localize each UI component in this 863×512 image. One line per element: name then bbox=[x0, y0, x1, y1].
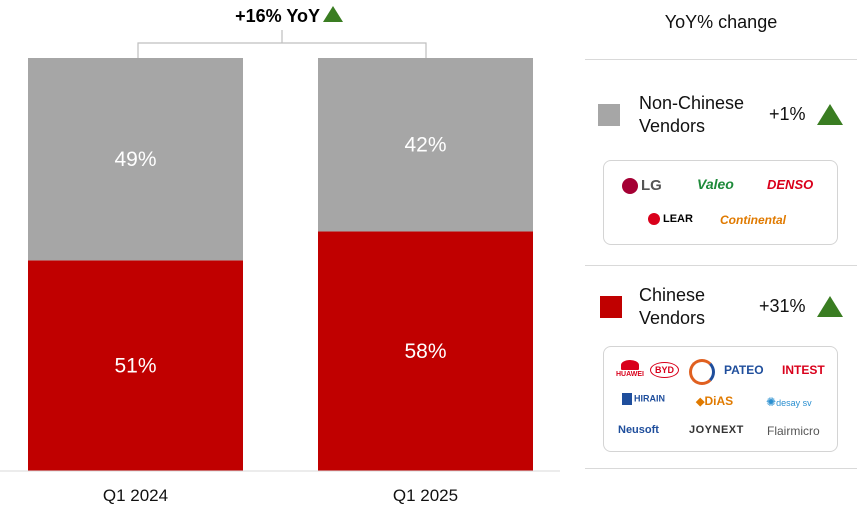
legend-label-chinese: Chinese Vendors bbox=[639, 285, 706, 328]
logo-lear: LEAR bbox=[648, 213, 693, 226]
logo-continental: Continental bbox=[720, 213, 786, 227]
chinese-logos: HUAWEI BYD PATEO INTEST HIRAIN ◆DiAS ✺de… bbox=[603, 346, 838, 452]
logo-neusoft: Neusoft bbox=[618, 424, 659, 436]
yoy-bracket bbox=[137, 30, 427, 58]
non-chinese-logos: LG Valeo DENSO LEAR Continental bbox=[603, 160, 838, 245]
logo-lg: LG bbox=[622, 177, 662, 195]
yoy-annotation: +16% YoY bbox=[235, 6, 320, 26]
logo-valeo: Valeo bbox=[697, 176, 734, 192]
legend-change-chinese: +31% bbox=[759, 296, 806, 316]
logo-pateo: PATEO bbox=[724, 363, 764, 377]
legend-divider bbox=[585, 265, 857, 266]
legend-label-non-chinese: Non-Chinese Vendors bbox=[639, 93, 745, 136]
bar-segment-chinese bbox=[28, 260, 243, 471]
legend-divider bbox=[585, 468, 857, 469]
logo-byd: BYD bbox=[650, 362, 680, 378]
logo-dias: ◆DiAS bbox=[696, 394, 734, 408]
data-label: 42% bbox=[404, 134, 446, 157]
bar-segment-non-chinese bbox=[28, 58, 243, 261]
logo-intest: INTEST bbox=[782, 363, 825, 377]
logo-hirain: HIRAIN bbox=[622, 393, 665, 405]
bar-segment-chinese bbox=[318, 231, 533, 471]
stacked-bar-chart: 51% 49% 58% 42% Q1 2024 Q1 2025 +16% YoY bbox=[0, 6, 560, 505]
logo-denso: DENSO bbox=[767, 177, 814, 192]
logo-huawei: HUAWEI bbox=[616, 360, 644, 378]
data-label: 49% bbox=[114, 148, 156, 171]
logo-swirl bbox=[689, 359, 715, 385]
legend-swatch-non-chinese bbox=[598, 104, 620, 126]
logo-desay: ✺desay sv bbox=[766, 395, 812, 409]
up-triangle-icon bbox=[817, 104, 843, 125]
logo-flairmicro: Flairmicro bbox=[767, 424, 820, 438]
data-label: 58% bbox=[404, 340, 446, 363]
data-label: 51% bbox=[114, 355, 156, 378]
logo-joynext: JOYNEXT bbox=[689, 424, 744, 436]
legend-swatch-chinese bbox=[600, 296, 622, 318]
bar-segment-non-chinese bbox=[318, 58, 533, 232]
legend-title: YoY% change bbox=[664, 12, 778, 32]
x-tick-label: Q1 2024 bbox=[103, 486, 168, 505]
up-triangle-icon bbox=[323, 6, 343, 22]
legend-change-non-chinese: +1% bbox=[769, 104, 806, 124]
legend-divider bbox=[585, 59, 857, 60]
up-triangle-icon bbox=[817, 296, 843, 317]
x-tick-label: Q1 2025 bbox=[393, 486, 458, 505]
